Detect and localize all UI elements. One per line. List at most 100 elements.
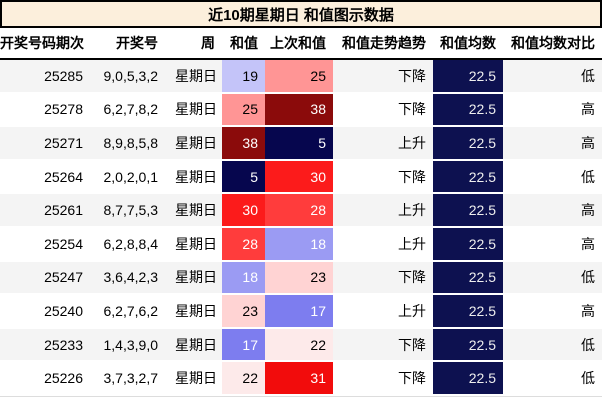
table-row: 25233 1,4,3,9,0 星期日 17 22 下降 22.5 低 (0, 328, 602, 363)
cell-draw-numbers: 8,9,8,5,8 (90, 127, 165, 161)
table-row: 25254 6,2,8,8,4 星期日 28 18 上升 22.5 高 (0, 227, 602, 262)
cell-period: 25226 (0, 362, 90, 396)
cell-prev-sum-heat: 18 (265, 227, 333, 262)
cell-mean: 22.5 (433, 362, 503, 396)
cell-draw-numbers: 2,0,2,0,1 (90, 160, 165, 195)
cell-sum-heat: 17 (222, 328, 265, 363)
cell-weekday: 星期日 (165, 227, 222, 262)
cell-draw-numbers: 1,4,3,9,0 (90, 328, 165, 363)
cell-trend: 上升 (333, 227, 433, 262)
table-row: 25226 3,7,3,2,7 星期日 22 31 下降 22.5 低 (0, 362, 602, 396)
cell-sum-heat: 25 (222, 93, 265, 128)
cell-weekday: 星期日 (165, 328, 222, 363)
cell-trend: 下降 (333, 93, 433, 128)
table-row: 25264 2,0,2,0,1 星期日 5 30 下降 22.5 低 (0, 160, 602, 195)
cell-period: 25254 (0, 227, 90, 262)
cell-prev-sum-heat: 30 (265, 160, 333, 195)
cell-period: 25240 (0, 295, 90, 329)
cell-draw-numbers: 6,2,7,8,2 (90, 93, 165, 128)
cell-trend: 下降 (333, 60, 433, 94)
cell-prev-sum-heat: 31 (265, 362, 333, 396)
cell-sum-heat: 18 (222, 261, 265, 296)
cell-prev-sum-heat: 17 (265, 295, 333, 329)
column-header-sum: 和值 (222, 28, 265, 60)
cell-weekday: 星期日 (165, 93, 222, 128)
cell-sum-heat: 28 (222, 227, 265, 262)
cell-trend: 上升 (333, 295, 433, 329)
cell-mean-compare: 低 (503, 261, 602, 296)
table-row: 25271 8,9,8,5,8 星期日 38 5 上升 22.5 高 (0, 127, 602, 161)
cell-mean-compare: 高 (503, 127, 602, 161)
sum-value-table: 开奖号码期次 开奖号周和值 上次和值 和值走势趋势 和值均数 和值均数对比 25285 9… (0, 28, 602, 397)
cell-draw-numbers: 8,7,7,5,3 (90, 194, 165, 228)
cell-weekday: 星期日 (165, 295, 222, 329)
cell-draw-numbers: 9,0,5,3,2 (90, 60, 165, 94)
cell-sum-heat: 5 (222, 160, 265, 195)
cell-trend: 下降 (333, 160, 433, 195)
cell-trend: 上升 (333, 194, 433, 228)
cell-mean: 22.5 (433, 160, 503, 195)
cell-sum-heat: 30 (222, 194, 265, 228)
cell-sum-heat: 38 (222, 127, 265, 161)
table-row: 25285 9,0,5,3,2 星期日 19 25 下降 22.5 低 (0, 60, 602, 94)
cell-prev-sum-heat: 38 (265, 93, 333, 128)
cell-draw-numbers: 3,7,3,2,7 (90, 362, 165, 396)
cell-mean: 22.5 (433, 328, 503, 363)
cell-mean: 22.5 (433, 227, 503, 262)
column-header-trend: 和值走势趋势 (333, 28, 433, 60)
cell-mean: 22.5 (433, 295, 503, 329)
table-row: 25278 6,2,7,8,2 星期日 25 38 下降 22.5 高 (0, 93, 602, 128)
cell-prev-sum-heat: 5 (265, 127, 333, 161)
table-row: 25240 6,2,7,6,2 星期日 23 17 上升 22.5 高 (0, 295, 602, 329)
column-header-prev_sum: 上次和值 (265, 28, 333, 60)
cell-draw-numbers: 6,2,7,6,2 (90, 295, 165, 329)
cell-mean: 22.5 (433, 60, 503, 94)
table-row: 25261 8,7,7,5,3 星期日 30 28 上升 22.5 高 (0, 194, 602, 228)
cell-period: 25233 (0, 328, 90, 363)
header-row: 开奖号码期次 开奖号周和值 上次和值 和值走势趋势 和值均数 和值均数对比 (0, 28, 602, 60)
cell-weekday: 星期日 (165, 160, 222, 195)
cell-trend: 上升 (333, 127, 433, 161)
column-header-week: 周 (165, 28, 222, 60)
cell-sum-heat: 23 (222, 295, 265, 329)
cell-mean-compare: 高 (503, 93, 602, 128)
cell-mean: 22.5 (433, 261, 503, 296)
cell-trend: 下降 (333, 261, 433, 296)
cell-mean-compare: 低 (503, 328, 602, 363)
table-row: 25247 3,6,4,2,3 星期日 18 23 下降 22.5 低 (0, 261, 602, 296)
cell-mean-compare: 高 (503, 295, 602, 329)
cell-prev-sum-heat: 23 (265, 261, 333, 296)
cell-period: 25285 (0, 60, 90, 94)
cell-draw-numbers: 3,6,4,2,3 (90, 261, 165, 296)
cell-prev-sum-heat: 25 (265, 60, 333, 94)
cell-weekday: 星期日 (165, 60, 222, 94)
cell-mean: 22.5 (433, 194, 503, 228)
cell-sum-heat: 19 (222, 60, 265, 94)
table-body: 25285 9,0,5,3,2 星期日 19 25 下降 22.5 低 2527… (0, 60, 602, 396)
column-header-numbers: 开奖号 (90, 28, 165, 60)
cell-weekday: 星期日 (165, 362, 222, 396)
cell-mean-compare: 低 (503, 362, 602, 396)
cell-sum-heat: 22 (222, 362, 265, 396)
cell-mean-compare: 高 (503, 194, 602, 228)
cell-mean: 22.5 (433, 127, 503, 161)
column-header-period: 开奖号码期次 (0, 28, 90, 60)
cell-period: 25264 (0, 160, 90, 195)
cell-trend: 下降 (333, 328, 433, 363)
table-header: 开奖号码期次 开奖号周和值 上次和值 和值走势趋势 和值均数 和值均数对比 (0, 28, 602, 60)
cell-period: 25278 (0, 93, 90, 128)
page-title: 近10期星期日 和值图示数据 (208, 6, 394, 24)
column-header-compare: 和值均数对比 (503, 28, 602, 60)
title-bar: 近10期星期日 和值图示数据 (0, 0, 602, 28)
cell-trend: 下降 (333, 362, 433, 396)
cell-mean-compare: 低 (503, 160, 602, 195)
cell-period: 25271 (0, 127, 90, 161)
cell-mean: 22.5 (433, 93, 503, 128)
cell-weekday: 星期日 (165, 194, 222, 228)
cell-mean-compare: 高 (503, 227, 602, 262)
cell-period: 25247 (0, 261, 90, 296)
cell-prev-sum-heat: 28 (265, 194, 333, 228)
cell-mean-compare: 低 (503, 60, 602, 94)
cell-prev-sum-heat: 22 (265, 328, 333, 363)
